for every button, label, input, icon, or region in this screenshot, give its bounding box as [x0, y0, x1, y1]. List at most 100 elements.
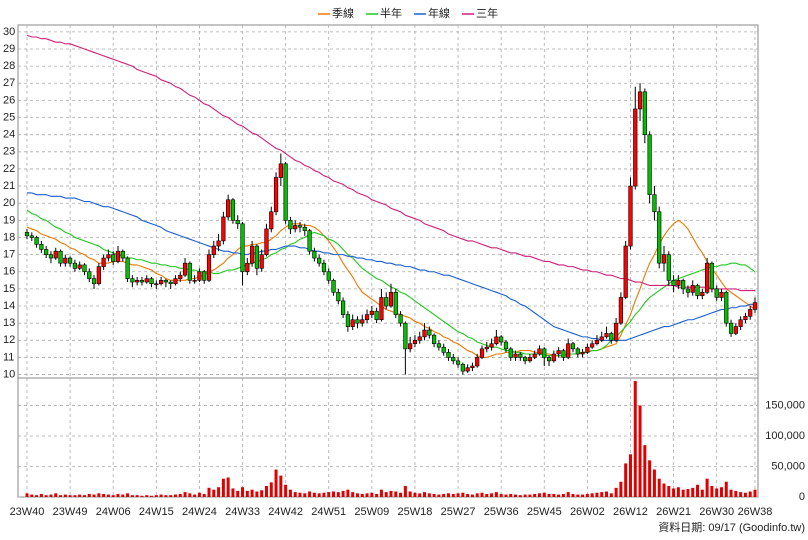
- volume-bar: [87, 493, 91, 497]
- candle-body: [575, 348, 580, 355]
- candle-body: [681, 280, 686, 290]
- candle-body: [436, 343, 441, 348]
- volume-bar: [355, 493, 359, 497]
- volume-bar: [221, 478, 225, 497]
- y-tick-label: 13: [3, 317, 15, 329]
- candle-body: [39, 244, 44, 250]
- candle-body: [350, 319, 355, 327]
- candle-body: [355, 319, 360, 324]
- candle-body: [594, 340, 600, 345]
- x-tick-label: 24W51: [311, 506, 346, 518]
- volume-bar: [102, 493, 106, 497]
- candle-body: [465, 367, 470, 372]
- candle-body: [724, 292, 729, 324]
- volume-bar: [528, 494, 532, 497]
- volume-bar: [332, 491, 336, 497]
- candle-body: [345, 314, 350, 327]
- candle-body: [58, 250, 63, 264]
- candle-body: [120, 250, 125, 259]
- candle-body: [302, 226, 307, 231]
- candle-body: [637, 91, 643, 110]
- volume-tick-label: 100,000: [765, 430, 805, 442]
- legend-label: 季線: [332, 6, 354, 20]
- volume-bar: [667, 486, 671, 497]
- y-tick-label: 18: [3, 231, 15, 243]
- volume-bar: [351, 492, 355, 497]
- volume-bar: [576, 494, 580, 497]
- volume-bar: [336, 492, 340, 497]
- volume-bar: [581, 494, 585, 497]
- volume-bar: [293, 492, 297, 497]
- candle-body: [642, 91, 647, 135]
- candle-body: [690, 285, 695, 293]
- candle-body: [604, 333, 609, 338]
- volume-bar: [188, 493, 192, 497]
- volume-bar: [514, 494, 518, 497]
- candle-body: [556, 350, 561, 355]
- volume-bar: [54, 493, 58, 497]
- volume-bar: [480, 492, 484, 497]
- legend-label: 三年: [476, 6, 498, 20]
- volume-bar: [241, 487, 245, 497]
- y-tick-label: 27: [3, 77, 15, 89]
- volume-bar: [466, 493, 470, 497]
- candle-body: [72, 262, 77, 269]
- x-tick-label: 23W49: [53, 506, 88, 518]
- candle-body: [460, 363, 465, 372]
- volume-bar: [509, 493, 513, 497]
- volume-bar: [264, 486, 268, 497]
- volume-bar: [236, 490, 240, 497]
- volume-bar: [63, 494, 67, 497]
- candle-body: [393, 292, 398, 315]
- volume-bar: [121, 494, 125, 497]
- candle-body: [566, 343, 571, 358]
- volume-bar: [403, 486, 407, 497]
- volume-bar: [657, 478, 661, 497]
- volume-bar: [547, 493, 551, 497]
- volume-bar: [600, 492, 604, 497]
- volume-bar: [537, 493, 541, 497]
- candle-body: [728, 322, 734, 334]
- candle-body: [101, 257, 106, 267]
- candle-body: [546, 357, 552, 362]
- source-note: 資料日期: 09/17 (Goodinfo.tw): [658, 520, 805, 534]
- volume-bar: [518, 495, 522, 497]
- candle-body: [48, 254, 54, 259]
- volume-bar: [676, 487, 680, 497]
- x-tick-label: 25W09: [354, 506, 389, 518]
- volume-bar: [413, 492, 417, 497]
- volume-bar: [226, 477, 230, 497]
- x-tick-label: 25W36: [484, 506, 519, 518]
- volume-bar: [140, 495, 144, 497]
- volume-bar: [614, 487, 618, 497]
- candle-body: [657, 211, 662, 264]
- candle-body: [96, 266, 101, 285]
- y-tick-label: 29: [3, 43, 15, 55]
- volume-bar: [197, 492, 201, 497]
- candle-body: [139, 280, 145, 283]
- volume-bar: [533, 493, 537, 497]
- legend-label: 半年: [380, 6, 402, 20]
- candle-body: [733, 326, 738, 334]
- candle-body: [288, 220, 293, 230]
- y-tick-label: 22: [3, 163, 15, 175]
- candle-body: [182, 262, 188, 276]
- y-tick-label: 21: [3, 180, 15, 192]
- x-tick-label: 24W42: [268, 506, 303, 518]
- candle-body: [666, 254, 671, 281]
- candle-body: [259, 254, 264, 269]
- volume-bar: [322, 492, 326, 497]
- volume-bar: [116, 493, 120, 497]
- candle-body: [609, 333, 614, 341]
- candle-body: [412, 340, 418, 345]
- volume-bar: [585, 493, 589, 497]
- volume-bar: [279, 475, 283, 497]
- candle-body: [159, 280, 164, 285]
- volume-bar: [360, 493, 364, 497]
- candle-body: [250, 245, 255, 264]
- volume-bar: [461, 492, 465, 497]
- volume-bar: [231, 488, 235, 497]
- volume-bar: [494, 492, 498, 497]
- candle-body: [489, 343, 494, 348]
